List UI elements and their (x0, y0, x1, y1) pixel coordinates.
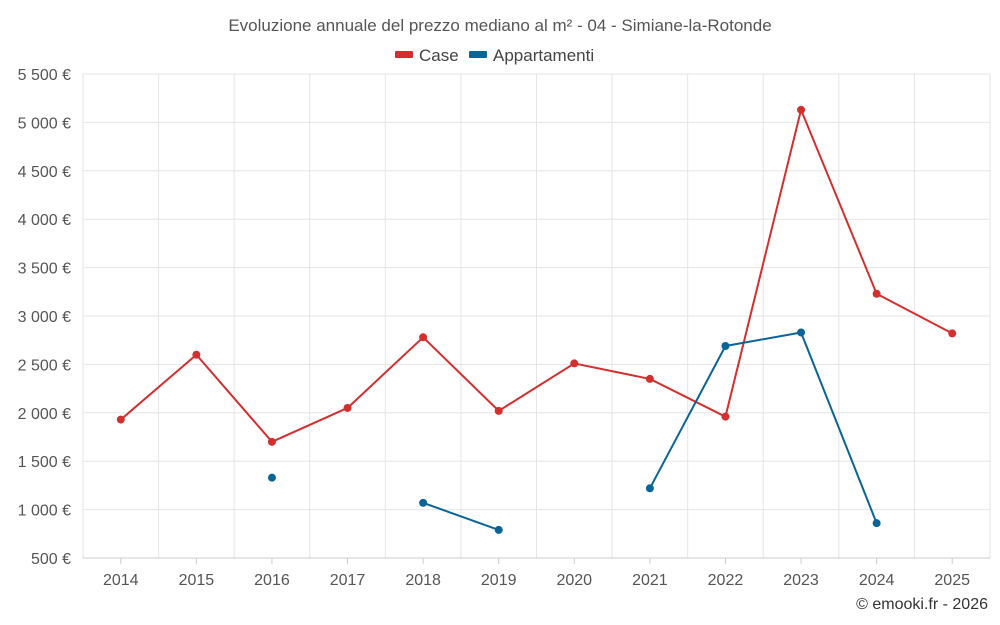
x-tick-label: 2016 (254, 572, 290, 589)
legend: Case Appartamenti (395, 46, 594, 65)
y-tick-label: 2 000 € (18, 406, 71, 423)
x-tick-label: 2021 (632, 572, 668, 589)
legend-item-appartamenti[interactable]: Appartamenti (469, 46, 594, 65)
legend-swatch-appartamenti (469, 51, 487, 58)
y-tick-label: 1 000 € (18, 503, 71, 520)
series-line-appartamenti (422, 501, 500, 531)
x-tick-label: 2014 (103, 572, 139, 589)
x-axis: 2014 2015 2016 2017 2018 2019 2020 2021 2022 2023… (83, 557, 990, 589)
y-tick-label: 2 500 € (18, 357, 71, 374)
data-point-case[interactable] (494, 406, 503, 415)
data-point-case[interactable] (645, 374, 654, 383)
y-axis: 500 € 1 000 € 1 500 € 2 000 € 2 500 € 3 000 €… (18, 67, 71, 568)
y-tick-label: 5 500 € (18, 67, 71, 84)
data-point-case[interactable] (267, 437, 276, 446)
grid (82, 73, 991, 558)
y-tick-label: 4 000 € (18, 212, 71, 229)
x-tick-label: 2019 (481, 572, 517, 589)
y-tick-label: 500 € (31, 551, 71, 568)
x-tick-label: 2024 (859, 572, 895, 589)
data-point-case[interactable] (797, 105, 806, 114)
y-tick-label: 1 500 € (18, 454, 71, 471)
x-tick-label: 2022 (708, 572, 744, 589)
data-point-case[interactable] (419, 333, 428, 342)
series-line-case (120, 108, 953, 443)
credit: © emooki.fr - 2026 (856, 596, 988, 613)
x-tick-label: 2020 (556, 572, 592, 589)
data-point-appartamenti[interactable] (721, 342, 730, 351)
data-point-appartamenti[interactable] (872, 519, 881, 528)
x-tick-label: 2023 (783, 572, 819, 589)
data-point-appartamenti[interactable] (797, 328, 806, 337)
x-tick-label: 2025 (934, 572, 970, 589)
legend-label-appartamenti: Appartamenti (493, 46, 594, 65)
data-point-appartamenti[interactable] (267, 473, 276, 482)
data-point-case[interactable] (116, 415, 125, 424)
y-tick-label: 3 000 € (18, 309, 71, 326)
series-layer (116, 105, 957, 534)
x-tick-label: 2017 (330, 572, 366, 589)
legend-swatch-case (395, 51, 413, 58)
data-point-case[interactable] (721, 412, 730, 421)
data-point-case[interactable] (343, 403, 352, 412)
x-tick-label: 2018 (405, 572, 441, 589)
data-point-appartamenti[interactable] (494, 525, 503, 534)
data-point-case[interactable] (948, 329, 957, 338)
data-point-case[interactable] (872, 289, 881, 298)
x-tick-label: 2015 (179, 572, 215, 589)
data-point-appartamenti[interactable] (419, 498, 428, 507)
data-point-appartamenti[interactable] (645, 484, 654, 493)
chart-title: Evoluzione annuale del prezzo mediano al… (228, 16, 771, 35)
legend-label-case: Case (419, 46, 459, 65)
legend-item-case[interactable]: Case (395, 46, 459, 65)
series-line-appartamenti (648, 331, 878, 524)
y-tick-label: 5 000 € (18, 115, 71, 132)
data-point-case[interactable] (570, 359, 579, 368)
y-tick-label: 3 500 € (18, 261, 71, 278)
data-point-case[interactable] (192, 350, 201, 359)
y-tick-label: 4 500 € (18, 164, 71, 181)
